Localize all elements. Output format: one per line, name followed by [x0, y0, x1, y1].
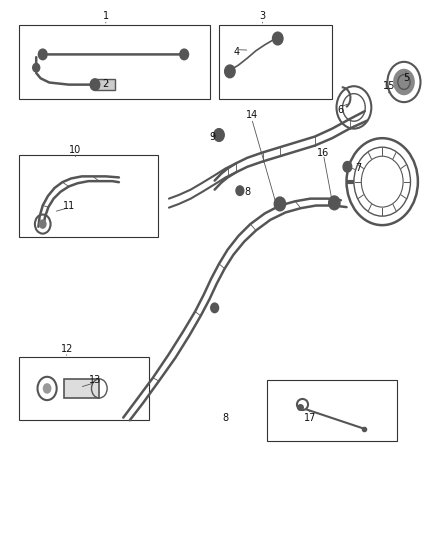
Circle shape — [33, 63, 40, 72]
Text: 3: 3 — [259, 11, 265, 21]
Bar — [64, 379, 99, 398]
Text: 11: 11 — [63, 200, 75, 211]
Bar — [95, 79, 115, 91]
Bar — [19, 155, 158, 237]
Circle shape — [43, 383, 51, 394]
Text: 8: 8 — [244, 187, 251, 197]
Text: 2: 2 — [103, 78, 109, 88]
Text: 8: 8 — [223, 413, 229, 423]
Text: 9: 9 — [209, 132, 215, 142]
Bar — [19, 25, 210, 100]
Text: 5: 5 — [403, 73, 409, 83]
Circle shape — [343, 161, 352, 172]
Text: 6: 6 — [338, 105, 344, 115]
Circle shape — [39, 219, 47, 229]
Text: 13: 13 — [89, 375, 101, 385]
Text: 7: 7 — [355, 164, 361, 173]
Text: 10: 10 — [69, 145, 81, 155]
Circle shape — [39, 49, 47, 60]
Circle shape — [393, 69, 415, 95]
Circle shape — [236, 186, 244, 196]
Text: 17: 17 — [304, 413, 317, 423]
Text: 14: 14 — [246, 110, 258, 120]
Circle shape — [272, 32, 283, 45]
Bar — [219, 25, 332, 100]
Text: 12: 12 — [60, 344, 73, 354]
Text: 16: 16 — [317, 148, 329, 158]
Circle shape — [214, 128, 224, 141]
Circle shape — [90, 79, 100, 91]
Text: 4: 4 — [233, 47, 240, 56]
Bar — [267, 381, 397, 441]
Bar — [19, 357, 149, 420]
Circle shape — [328, 196, 340, 210]
Circle shape — [225, 65, 235, 78]
Text: 1: 1 — [103, 11, 109, 21]
Circle shape — [180, 49, 188, 60]
Circle shape — [211, 303, 219, 313]
Text: 15: 15 — [382, 81, 395, 91]
Circle shape — [274, 197, 286, 211]
